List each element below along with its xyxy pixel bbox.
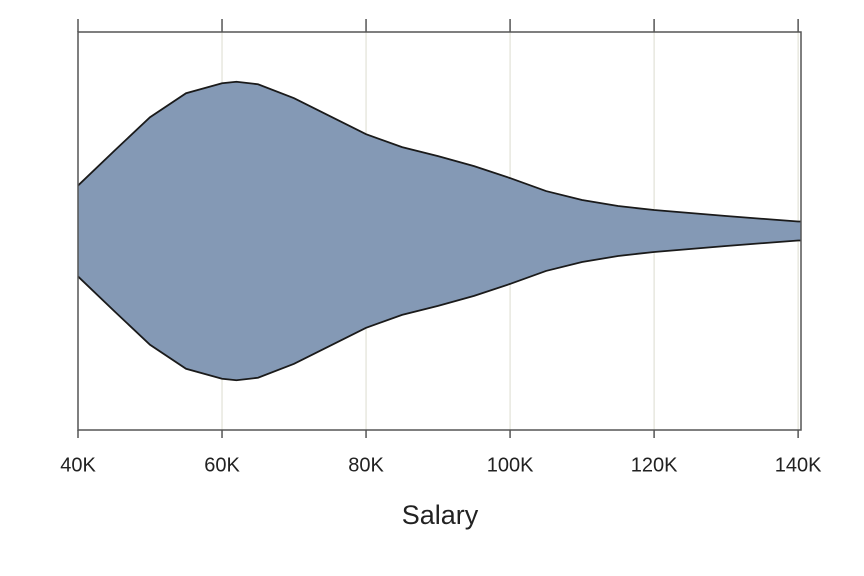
plot-frame (77, 31, 802, 431)
violin-upper-edge (77, 80, 801, 223)
x-tick-label: 40K (60, 454, 96, 476)
x-tick-label: 80K (348, 454, 384, 476)
x-tick-label: 60K (204, 454, 240, 476)
violin-fill (78, 81, 801, 381)
x-axis-label: Salary (402, 500, 479, 530)
x-tick-label: 120K (631, 454, 678, 476)
x-tick-label: 140K (775, 454, 822, 476)
x-tick-label: 100K (487, 454, 534, 476)
violin-lower-edge (77, 239, 801, 382)
